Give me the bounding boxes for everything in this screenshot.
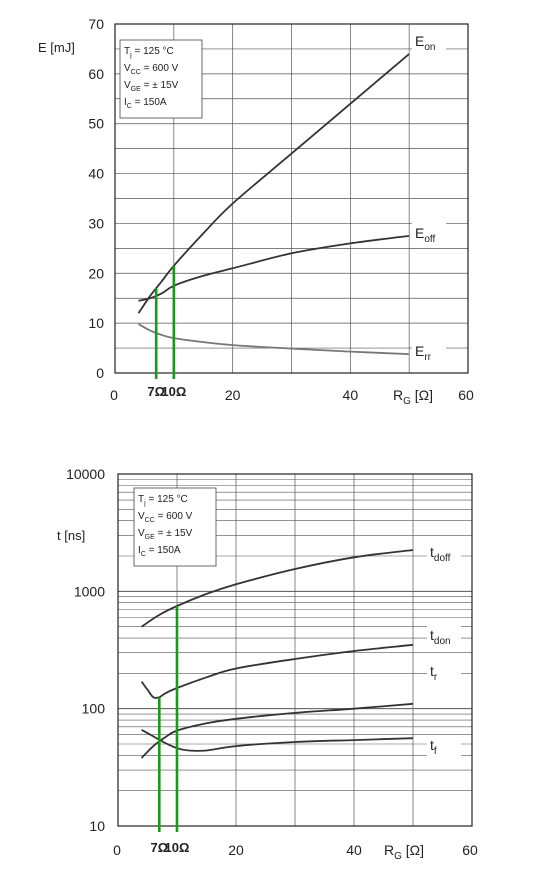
series-label-Eon: Eon — [415, 33, 435, 53]
series-label-bg — [412, 31, 446, 53]
conditions-row: IC = 150A — [138, 545, 181, 558]
y-tick-label: 10000 — [66, 466, 105, 482]
y-axis-label: t [ns] — [57, 528, 85, 543]
marker-label: 10Ω — [161, 384, 186, 399]
x-tick-label: 40 — [346, 842, 362, 858]
conditions-row: Tj = 125 °C — [124, 46, 174, 59]
y-tick-label: 20 — [88, 265, 104, 281]
series-label-Eoff: Eoff — [415, 225, 436, 245]
series-label-bg — [427, 542, 461, 564]
y-tick-label: 10 — [88, 315, 104, 331]
x-tick-label: 40 — [343, 387, 359, 403]
x-tick-label: 60 — [462, 842, 478, 858]
x-tick-label: 20 — [228, 842, 244, 858]
conditions-row: VGE = ± 15V — [124, 80, 179, 93]
series-label-bg — [427, 661, 461, 683]
x-tick-label: 60 — [458, 387, 474, 403]
series-label-bg — [427, 625, 461, 647]
time-chart: 0 20 40 60 10 100 1000 10000 t [ns] RG [Ω] tdoff td… — [57, 466, 478, 862]
y-tick-label: 10 — [89, 818, 105, 834]
energy-chart: 0 20 40 60 0 10 20 30 40 50 60 70 E [mJ] RG [Ω] Eon Eof… — [38, 16, 474, 407]
conditions-row: VCC = 600 V — [138, 511, 193, 524]
plot-frame — [114, 23, 469, 374]
series-label-bg — [412, 223, 446, 245]
x-tick-label: 0 — [110, 387, 118, 403]
series-label-Err: Err — [415, 343, 432, 363]
y-tick-label: 100 — [82, 701, 106, 717]
y-tick-label: 50 — [88, 116, 104, 132]
x-axis-label: RG [Ω] — [384, 842, 424, 862]
series-line-tf — [141, 729, 414, 752]
series-label-tr: tr — [430, 663, 438, 683]
y-axis-label: E [mJ] — [38, 40, 75, 55]
series-line-tr — [140, 702, 414, 759]
series-label-bg — [412, 341, 446, 363]
series-line-Eoff — [138, 235, 410, 302]
marker-label: 7Ω — [150, 840, 168, 855]
y-tick-label: 0 — [96, 365, 104, 381]
y-tick-label: 60 — [88, 66, 104, 82]
series-label-tdoff: tdoff — [430, 544, 451, 564]
conditions-box — [119, 39, 203, 119]
series-line-tdoff — [141, 549, 414, 628]
marker-label: 10Ω — [165, 840, 190, 855]
y-tick-label: 70 — [88, 16, 104, 32]
series-label-bg — [427, 735, 461, 757]
y-tick-label: 1000 — [74, 583, 105, 599]
series-label-tdon: tdon — [430, 627, 451, 647]
x-tick-label: 20 — [225, 387, 241, 403]
conditions-row: Tj = 125 °C — [138, 494, 188, 507]
series-line-Err — [138, 323, 410, 355]
conditions-row: VGE = ± 15V — [138, 528, 193, 541]
plot-frame — [117, 473, 473, 827]
conditions-box — [133, 487, 217, 567]
y-tick-label: 30 — [88, 215, 104, 231]
series-label-tf: tf — [430, 737, 437, 757]
conditions-row: VCC = 600 V — [124, 63, 179, 76]
marker-label: 7Ω — [147, 384, 165, 399]
series-line-Eon — [137, 53, 410, 314]
x-axis-label: RG [Ω] — [393, 387, 433, 407]
y-tick-label: 40 — [88, 166, 104, 182]
x-tick-label: 0 — [113, 842, 121, 858]
conditions-row: IC = 150A — [124, 97, 167, 110]
